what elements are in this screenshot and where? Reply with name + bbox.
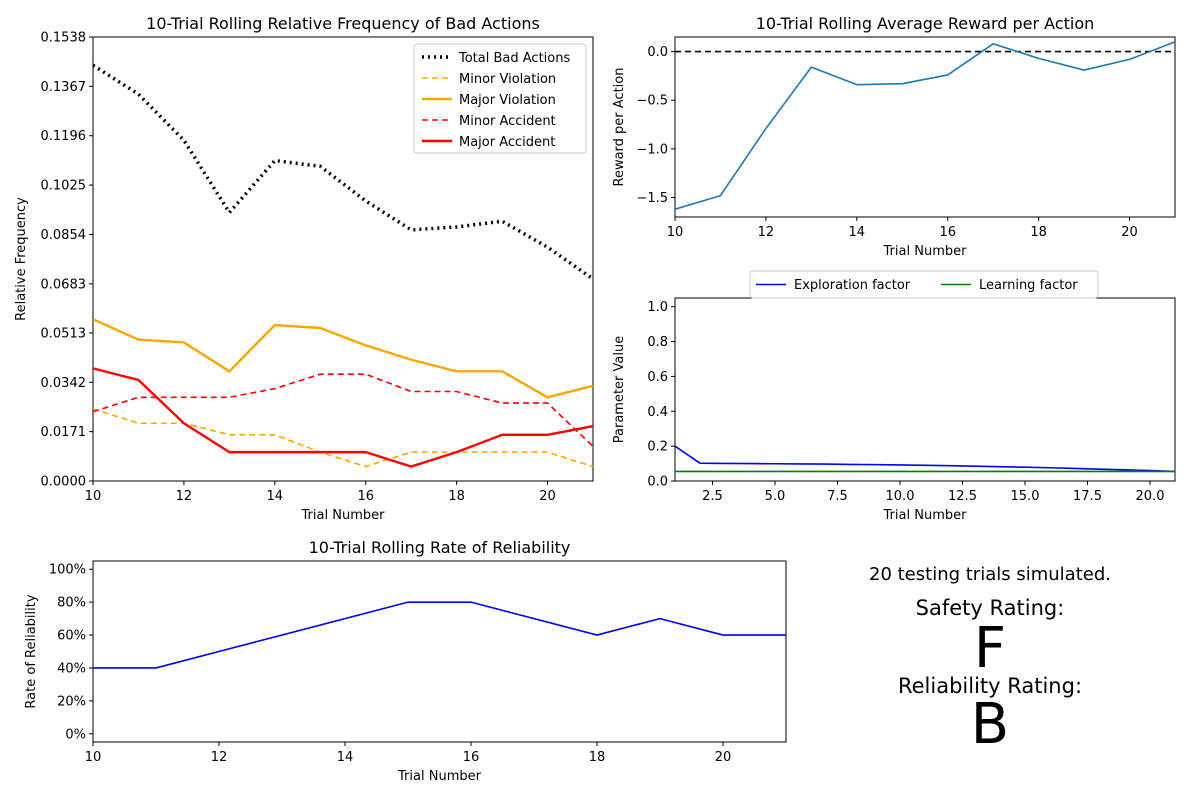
series-line-minor-accident xyxy=(93,373,593,447)
y-tick-label: 0.0 xyxy=(647,475,668,490)
y-tick-label: 0% xyxy=(65,727,86,742)
y-tick-label: 100% xyxy=(49,563,86,578)
legend-label: Minor Accident xyxy=(459,114,556,129)
legend: Exploration factor Learning factor xyxy=(749,270,1099,299)
x-tick-label: 20 xyxy=(539,489,556,504)
x-tick-label: 18 xyxy=(448,489,465,504)
x-tick-label: 10 xyxy=(667,225,684,240)
series-line-exploration-factor xyxy=(675,445,1175,473)
y-tick-label: −1.0 xyxy=(636,142,668,157)
safety-rating-grade: F xyxy=(974,616,1006,681)
x-tick-label: 12 xyxy=(211,750,228,765)
trials-simulated-text: 20 testing trials simulated. xyxy=(869,564,1111,585)
ratings-summary: 20 testing trials simulated. Safety Rati… xyxy=(869,564,1111,757)
x-tick-label: 12 xyxy=(176,489,193,504)
series-line-reliability-0 xyxy=(93,601,786,669)
x-tick-label: 14 xyxy=(849,225,866,240)
series-line-major-accident xyxy=(93,367,593,468)
y-tick-label: 60% xyxy=(57,629,86,644)
plot-frame xyxy=(674,297,1176,482)
series-line-reward-0 xyxy=(675,41,1175,210)
x-tick-label: 20 xyxy=(1121,225,1138,240)
x-axis-label: Trial Number xyxy=(301,508,386,523)
x-tick-label: 16 xyxy=(463,750,480,765)
x-tick-label: 16 xyxy=(357,489,374,504)
legend-label: Minor Violation xyxy=(459,72,556,87)
x-tick-label: 10 xyxy=(85,489,102,504)
x-tick-label: 5.0 xyxy=(765,489,786,504)
x-tick-label: 2.5 xyxy=(702,489,723,504)
y-tick-label: 0.1196 xyxy=(41,129,87,144)
chart-title: 10-Trial Rolling Rate of Reliability xyxy=(309,538,571,557)
x-tick-label: 14 xyxy=(337,750,354,765)
y-axis-label: Parameter Value xyxy=(612,336,627,443)
y-tick-label: 0.0513 xyxy=(41,326,87,341)
x-tick-label: 12.5 xyxy=(948,489,977,504)
reliability-rating-label: Reliability Rating: xyxy=(898,674,1082,698)
x-tick-label: 14 xyxy=(267,489,284,504)
x-tick-label: 20 xyxy=(715,750,732,765)
y-tick-label: 0.1025 xyxy=(41,179,87,194)
y-tick-label: −0.5 xyxy=(636,94,668,109)
y-tick-label: 0.0683 xyxy=(41,277,87,292)
x-tick-label: 17.5 xyxy=(1073,489,1102,504)
y-tick-label: 0.0342 xyxy=(41,376,87,391)
legend: Total Bad Actions Minor Violation Major Vi… xyxy=(413,43,587,154)
legend-label: Major Violation xyxy=(459,93,556,108)
x-tick-label: 10 xyxy=(85,750,102,765)
parameters-chart: Trial Number Parameter Value 2.5 5.0 7.5 10.0… xyxy=(612,270,1176,523)
legend-label: Major Accident xyxy=(459,135,555,150)
y-tick-label: 40% xyxy=(57,661,86,676)
y-axis-label: Rate of Reliability xyxy=(24,594,39,708)
y-tick-label: 0.0171 xyxy=(41,425,87,440)
reliability-chart: 10-Trial Rolling Rate of Reliability Tria… xyxy=(24,538,787,784)
x-tick-label: 18 xyxy=(1030,225,1047,240)
y-tick-label: 0.1538 xyxy=(41,31,87,46)
chart-title: 10-Trial Rolling Relative Frequency of B… xyxy=(146,14,540,33)
x-tick-label: 7.5 xyxy=(827,489,848,504)
x-tick-label: 12 xyxy=(758,225,775,240)
y-tick-label: 80% xyxy=(57,596,86,611)
y-tick-label: 0.0000 xyxy=(41,475,87,490)
y-tick-label: −1.5 xyxy=(636,191,668,206)
y-axis-label: Reward per Action xyxy=(612,68,627,187)
x-axis-label: Trial Number xyxy=(397,769,482,784)
legend-label: Exploration factor xyxy=(794,278,911,293)
x-tick-label: 16 xyxy=(939,225,956,240)
x-tick-label: 15.0 xyxy=(1011,489,1040,504)
y-tick-label: 1.0 xyxy=(647,300,668,315)
plot-frame xyxy=(92,560,787,743)
legend-label: Total Bad Actions xyxy=(458,51,570,66)
y-tick-label: 0.8 xyxy=(647,335,668,350)
y-tick-label: 0.1367 xyxy=(41,80,87,95)
series-line-minor-violation xyxy=(93,408,593,468)
chart-title: 10-Trial Rolling Average Reward per Acti… xyxy=(756,14,1095,33)
x-tick-label: 20.0 xyxy=(1136,489,1165,504)
y-tick-label: 20% xyxy=(57,694,86,709)
series-line-total-bad-actions xyxy=(93,63,593,281)
y-axis-label: Relative Frequency xyxy=(14,197,29,321)
bad-actions-chart: 10-Trial Rolling Relative Frequency of B… xyxy=(14,14,594,523)
legend-box xyxy=(749,270,1099,299)
safety-rating-label: Safety Rating: xyxy=(916,596,1065,620)
x-axis-label: Trial Number xyxy=(883,508,968,523)
x-tick-label: 18 xyxy=(589,750,606,765)
y-tick-label: 0.0854 xyxy=(41,228,87,243)
x-tick-label: 10.0 xyxy=(886,489,915,504)
plot-frame xyxy=(674,36,1176,218)
reward-chart: 10-Trial Rolling Average Reward per Acti… xyxy=(612,14,1176,259)
reliability-rating-grade: B xyxy=(971,692,1009,757)
y-tick-label: 0.0 xyxy=(647,45,668,60)
x-axis-label: Trial Number xyxy=(883,244,968,259)
legend-box xyxy=(413,43,587,154)
y-tick-label: 0.4 xyxy=(647,405,668,420)
legend-label: Learning factor xyxy=(979,278,1078,293)
y-tick-label: 0.6 xyxy=(647,370,668,385)
y-tick-label: 0.2 xyxy=(647,440,668,455)
series-line-major-violation xyxy=(93,318,593,399)
